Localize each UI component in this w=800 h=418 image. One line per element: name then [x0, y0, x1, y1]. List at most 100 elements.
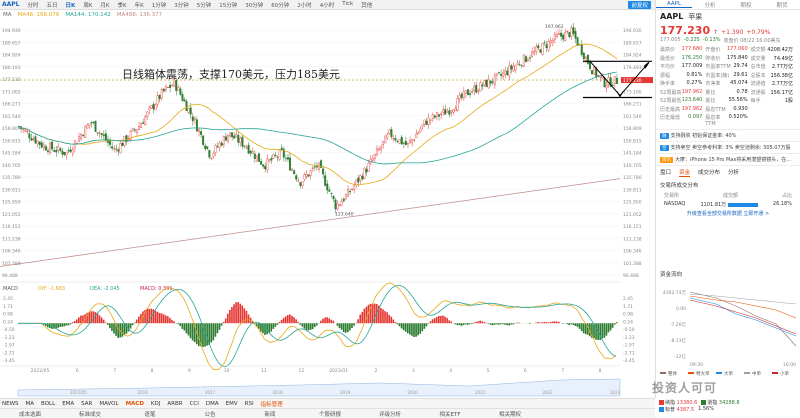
timeframe-tab[interactable]: 1分钟 [151, 2, 167, 9]
timeframe-tab[interactable]: 季K [117, 2, 127, 9]
timeframe-tab[interactable]: 日K [65, 2, 76, 9]
quote-tab[interactable]: 期权 [740, 2, 752, 9]
timeframe-tab[interactable]: 2小时 [297, 2, 312, 9]
timeframe-tab[interactable]: 周K [83, 2, 93, 9]
left-axis-tick: 180.193 [2, 65, 21, 71]
info-tab[interactable]: 新闻 [264, 411, 276, 418]
indicator-tab[interactable]: ARBR [167, 400, 183, 407]
header-exchange: 交易所 [664, 193, 680, 199]
detail-tab[interactable]: 资金 [679, 170, 691, 177]
timeframe-tab[interactable]: 其他 [361, 2, 373, 9]
fund-flow-chart[interactable]: 4302.74万 0.00 -7.26亿 -8.13亿 -12亿 09:30 16:00 整体… [656, 276, 800, 386]
info-tabs: 成本选面 标准成交 逐笔 公告 新闻 个股研报 评级分析 相关ETF 相关期权 [0, 408, 800, 418]
detail-tab[interactable]: 盘口 [660, 170, 672, 176]
indicator-tab[interactable]: KDJ [150, 400, 161, 407]
kline-chart[interactable]: 194.930 194.930 189.657 189.657 184.924 184.9… [0, 0, 655, 398]
left-axis-tick: 161.540 [2, 114, 21, 120]
indicator-tab[interactable]: MACD [125, 400, 144, 407]
indicator-tab[interactable]: EMV [225, 400, 238, 407]
indicator-tab[interactable]: NEWS [2, 400, 19, 407]
macd-bar [272, 323, 275, 329]
candle-body [177, 87, 180, 91]
stat-label: 总股本 [750, 72, 766, 79]
macd-bar [140, 313, 142, 324]
macd-axis-tick: -1.23 [3, 335, 15, 341]
macd-bar [537, 322, 539, 324]
left-axis-tick: 121.052 [2, 212, 21, 218]
quote-tab[interactable]: 期货 [776, 2, 788, 9]
timeframe-tab[interactable]: 5分钟 [196, 2, 212, 9]
indicator-tab[interactable]: 指标管理 [260, 401, 283, 408]
margin-row[interactable]: 融 支持融资 初始保证金率: 40% [656, 129, 800, 141]
timeframe-tab[interactable]: 15分钟 [219, 2, 238, 9]
candle-body [26, 131, 29, 133]
stat-label: 平均价 [660, 64, 676, 70]
right-axis-tick: 140.705 [623, 163, 642, 169]
info-tab[interactable]: 标准成交 [78, 411, 101, 418]
timeframe-tab[interactable]: 分时 [27, 2, 39, 9]
timeframe-tab[interactable]: 五日 [46, 2, 58, 9]
candle-body [386, 134, 389, 139]
stat-value: 55.56% [728, 97, 748, 103]
indicator-tab[interactable]: MA [25, 400, 35, 407]
indicator-tab[interactable]: SAR [81, 400, 93, 407]
info-tab[interactable]: 公告 [204, 411, 216, 418]
chart-area[interactable]: 194.930 194.930 189.657 189.657 184.924 184.9… [0, 0, 655, 398]
indicator-tab[interactable]: RSI [244, 400, 254, 407]
candle-body [278, 150, 281, 160]
candle-body [140, 123, 143, 128]
overview-navigator[interactable] [17, 378, 621, 397]
info-tab[interactable]: 相关期权 [498, 411, 521, 418]
macd-bar [102, 319, 105, 324]
info-tab[interactable]: 相关ETF [439, 411, 461, 418]
candle-body [411, 139, 414, 143]
indicator-tab[interactable]: BOLL [41, 400, 56, 407]
news-row[interactable]: 资讯 大摩：iPhone 15 Pro Max将采用潜望镜镜头，在... [656, 153, 800, 165]
candle-body [510, 65, 513, 70]
timeframe-tab[interactable]: 4小时 [319, 2, 335, 9]
candle-body [394, 137, 397, 141]
timeframe-tab[interactable]: 3分钟 [174, 2, 189, 9]
time-tick: 8 [599, 368, 602, 374]
macd-bar [100, 317, 103, 324]
dif-value: DIF: -1.683 [38, 286, 65, 292]
info-tab[interactable]: 成本选面 [18, 411, 41, 418]
short-text: 支持卖空 卖空参考利率: 3% 卖空池剩余: 305.07万股 [670, 145, 791, 151]
indicator-tab[interactable]: CCI [189, 400, 199, 407]
quote-tab[interactable]: 分析 [704, 2, 716, 9]
toolbar-symbol[interactable]: AAPL [2, 1, 20, 8]
indicator-tab[interactable]: MAVOL [99, 400, 119, 407]
adjust-button[interactable]: 前复权 [628, 1, 651, 9]
stat-value: 0.097 [688, 114, 703, 120]
timeframe-tab[interactable]: 年K [134, 2, 144, 9]
stat-value: 177.009 [681, 63, 703, 69]
info-tab[interactable]: 逐笔 [144, 411, 156, 418]
table-row[interactable]: NASDAQ 1101.81万 26.18% [660, 200, 796, 209]
macd-bar [96, 312, 99, 324]
macd-axis-tick: -1.97 [3, 343, 15, 349]
stat-cell: 历史最低 0.097 [660, 114, 705, 127]
distribution-table: 交易所 成交额 占比 NASDAQ 1101.81万 26.18% 升级查看全部… [656, 191, 800, 218]
timeframe-tab[interactable]: Tick [342, 0, 354, 7]
macd-bar [580, 323, 583, 332]
macd-bar [208, 323, 211, 345]
macd-bar [369, 303, 372, 324]
indicator-tab[interactable]: DMA [205, 400, 219, 407]
macd-bar [191, 323, 194, 341]
upgrade-link[interactable]: 升级查看全部交易所数据 立即开通 > [686, 211, 770, 217]
indicator-tab[interactable]: EMA [62, 400, 75, 407]
news-text: 大摩：iPhone 15 Pro Max将采用潜望镜镜头，在... [675, 157, 792, 163]
quote-tab[interactable]: AAPL [656, 1, 692, 8]
macd-name[interactable]: MACD [3, 286, 18, 292]
timeframe-tab[interactable]: 60分钟 [271, 2, 290, 9]
timeframe-tab[interactable]: 30分钟 [245, 2, 264, 9]
short-row[interactable]: 空 支持卖空 卖空参考利率: 3% 卖空池剩余: 305.07万股 [656, 141, 800, 153]
detail-tab[interactable]: 分析 [728, 170, 740, 176]
ma-label[interactable]: MA [3, 11, 12, 18]
info-tab[interactable]: 评级分析 [378, 411, 401, 418]
macd-bar [336, 323, 339, 326]
detail-tab[interactable]: 成交分布 [698, 170, 721, 176]
timeframe-tab[interactable]: 月K [100, 2, 110, 9]
info-tab[interactable]: 个股研报 [318, 411, 341, 418]
candle-body [65, 151, 68, 156]
